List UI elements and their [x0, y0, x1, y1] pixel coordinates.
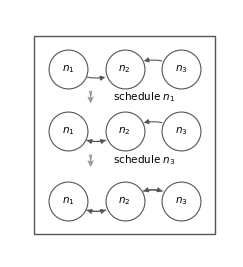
Text: $n_2$: $n_2$ — [118, 63, 131, 75]
Text: $n_2$: $n_2$ — [118, 195, 131, 206]
FancyArrowPatch shape — [145, 58, 162, 62]
Text: $n_3$: $n_3$ — [175, 195, 187, 206]
Text: schedule $n_3$: schedule $n_3$ — [113, 154, 176, 167]
FancyArrowPatch shape — [88, 210, 106, 213]
FancyArrowPatch shape — [144, 188, 163, 192]
FancyArrowPatch shape — [88, 140, 106, 143]
FancyArrowPatch shape — [145, 120, 162, 123]
FancyArrowPatch shape — [87, 140, 105, 143]
Text: $n_3$: $n_3$ — [175, 125, 187, 137]
FancyArrowPatch shape — [143, 188, 161, 192]
Text: $n_1$: $n_1$ — [62, 195, 74, 206]
Text: schedule $n_1$: schedule $n_1$ — [113, 90, 176, 104]
Text: $n_1$: $n_1$ — [62, 125, 74, 137]
FancyArrowPatch shape — [87, 210, 105, 213]
Text: $n_2$: $n_2$ — [118, 125, 131, 137]
Text: $n_3$: $n_3$ — [175, 63, 187, 75]
Text: $n_1$: $n_1$ — [62, 63, 74, 75]
FancyArrowPatch shape — [87, 76, 104, 80]
